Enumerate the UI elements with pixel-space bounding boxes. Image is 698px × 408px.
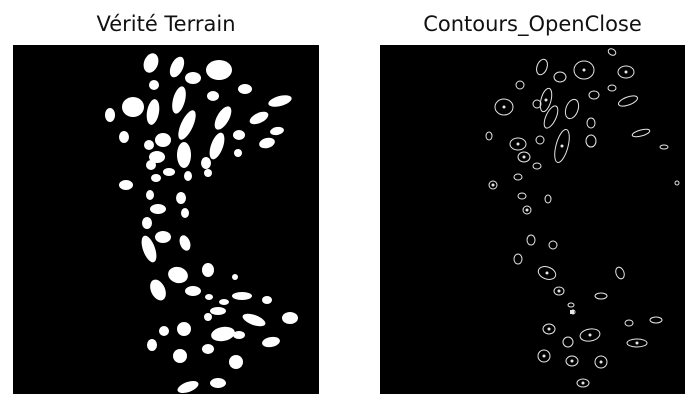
ground-truth-mask-blobs — [105, 53, 298, 394]
contours-openclose-outlines — [485, 48, 680, 388]
right-panel-title: Contours_OpenClose — [423, 12, 642, 36]
ground-truth-mask-image — [13, 45, 319, 394]
contours-openclose-image — [380, 45, 685, 394]
left-panel-title: Vérité Terrain — [96, 12, 236, 36]
